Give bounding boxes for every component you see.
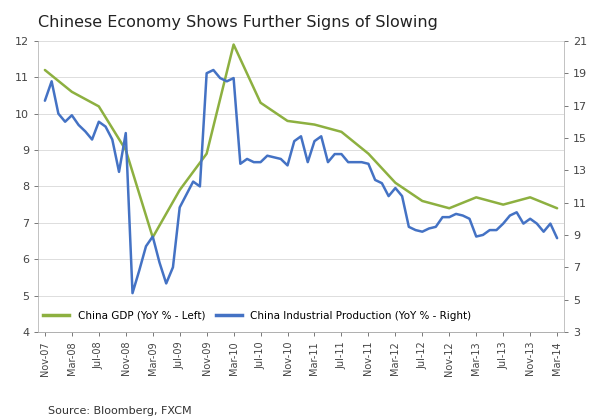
Text: Source: Bloomberg, FXCM: Source: Bloomberg, FXCM <box>48 406 192 416</box>
Text: Chinese Economy Shows Further Signs of Slowing: Chinese Economy Shows Further Signs of S… <box>38 15 438 30</box>
Legend: China GDP (YoY % - Left), China Industrial Production (YoY % - Right): China GDP (YoY % - Left), China Industri… <box>43 311 471 321</box>
